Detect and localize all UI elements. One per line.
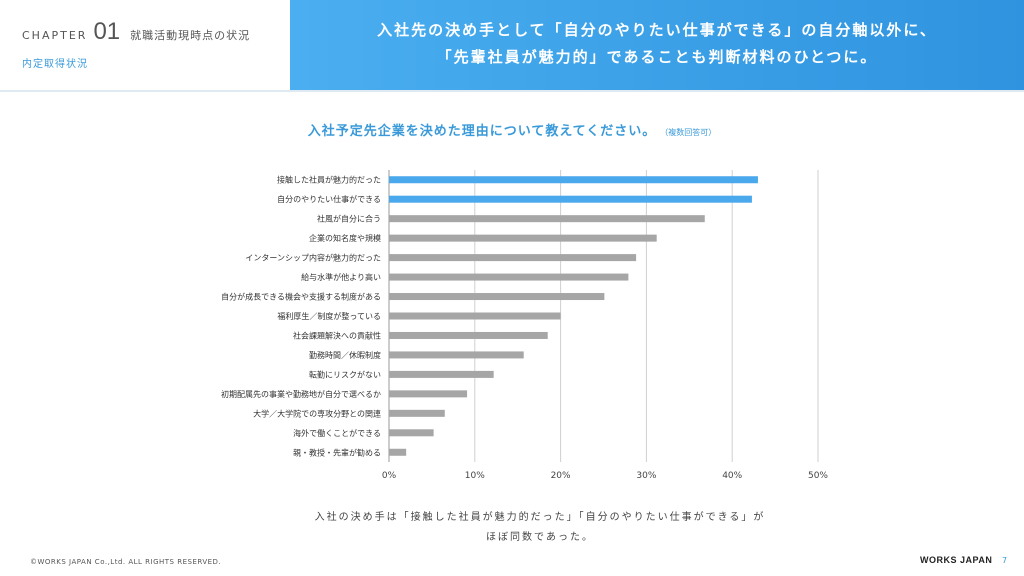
category-label: 大学／大学院での専攻分野との関連	[253, 408, 381, 418]
headline-line-2: 「先輩社員が魅力的」であることも判断材料のひとつに。	[436, 48, 878, 66]
category-label: 企業の知名度や規模	[309, 233, 381, 243]
page-number: 7	[1002, 556, 1008, 565]
bar	[389, 351, 524, 359]
subsection-label: 内定取得状況	[22, 59, 88, 70]
header-divider	[0, 90, 1024, 92]
category-label: 福利厚生／制度が整っている	[277, 311, 381, 321]
bar	[389, 448, 407, 456]
footer-copyright: ©WORKS JAPAN Co.,Ltd. ALL RIGHTS RESERVE…	[30, 558, 222, 566]
chart-title: 入社予定先企業を決めた理由について教えてください。 （複数回答可）	[0, 120, 1024, 139]
category-label: インターンシップ内容が魅力的だった	[245, 253, 381, 263]
chapter-heading: CHAPTER 01 就職活動現時点の状況	[22, 18, 250, 46]
bar	[389, 254, 637, 262]
bar	[389, 409, 445, 417]
category-label: 親・教授・先輩が勧める	[293, 447, 381, 457]
chapter-title: 就職活動現時点の状況	[130, 29, 251, 42]
bar	[389, 429, 434, 437]
x-tick-label: 30%	[636, 471, 656, 481]
category-label: 自分のやりたい仕事ができる	[277, 194, 381, 204]
x-tick-label: 50%	[808, 471, 828, 481]
summary-line-2: ほぼ同数であった。	[486, 532, 594, 543]
bar	[389, 195, 752, 203]
chart-title-text: 入社予定先企業を決めた理由について教えてください。	[307, 124, 657, 139]
category-label: 勤務時間／休暇制度	[309, 350, 381, 360]
category-label: 社会課題解決への貢献性	[293, 330, 381, 340]
x-tick-label: 10%	[465, 471, 485, 481]
bar	[389, 390, 468, 398]
bar	[389, 234, 657, 242]
chart-title-note: （複数回答可）	[664, 128, 717, 137]
summary-line-1: 入社の決め手は「接触した社員が魅力的だった」「自分のやりたい仕事ができる」が	[314, 512, 766, 523]
category-label: 自分が成長できる機会や支援する制度がある	[221, 292, 381, 302]
category-label: 海外で働くことができる	[293, 428, 381, 438]
category-label: 初期配属先の事業や勤務地が自分で選べるか	[221, 389, 381, 399]
category-label: 社風が自分に合う	[317, 214, 381, 224]
headline: 入社先の決め手として「自分のやりたい仕事ができる」の自分軸以外に、 「先輩社員が…	[290, 17, 1024, 71]
bar	[389, 293, 605, 301]
bar	[389, 273, 629, 281]
headline-line-1: 入社先の決め手として「自分のやりたい仕事ができる」の自分軸以外に、	[377, 21, 937, 39]
category-label: 接触した社員が魅力的だった	[277, 175, 381, 185]
bar	[389, 312, 561, 320]
chapter-number: 01	[93, 18, 121, 45]
works-japan-logo: WORKS JAPAN	[920, 555, 993, 565]
headline-banner: 入社先の決め手として「自分のやりたい仕事ができる」の自分軸以外に、 「先輩社員が…	[290, 0, 1024, 90]
bar	[389, 331, 548, 339]
bar	[389, 176, 758, 184]
summary: 入社の決め手は「接触した社員が魅力的だった」「自分のやりたい仕事ができる」が ほ…	[250, 508, 830, 548]
header-left: CHAPTER 01 就職活動現時点の状況 内定取得状況	[0, 0, 290, 90]
x-tick-label: 40%	[722, 471, 742, 481]
x-tick-label: 20%	[551, 471, 571, 481]
category-label: 給与水準が他より高い	[301, 272, 381, 282]
bar	[389, 215, 705, 223]
bar	[389, 370, 494, 378]
x-tick-label: 0%	[382, 471, 397, 481]
category-label: 転勤にリスクがない	[309, 369, 381, 379]
chapter-word: CHAPTER	[22, 29, 88, 42]
